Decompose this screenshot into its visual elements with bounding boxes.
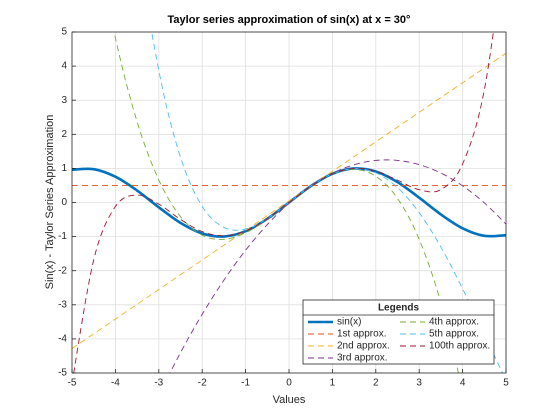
y-tick-label: 5 — [61, 27, 67, 38]
legend-label: 1st approx. — [337, 329, 386, 340]
y-axis-label: Sin(x) - Taylor Series Approximation — [44, 115, 56, 290]
y-tick-label: -5 — [58, 368, 67, 379]
legend-label: 100th approx. — [429, 341, 490, 352]
x-tick-label: 1 — [330, 378, 336, 389]
series-line — [73, 32, 494, 373]
legend-box — [302, 299, 495, 365]
y-tick-label: -3 — [58, 299, 67, 310]
y-tick-label: 2 — [61, 129, 67, 140]
x-tick-label: -3 — [154, 378, 163, 389]
x-tick-label: -5 — [68, 378, 77, 389]
series-line — [169, 159, 506, 373]
legend-label: sin(x) — [337, 317, 361, 328]
legend-title: Legends — [378, 303, 420, 314]
legend: Legends sin(x)1st approx.2nd approx.3rd a… — [302, 299, 495, 365]
x-tick-label: 4 — [460, 378, 466, 389]
ticks: -5 -4 -3 -2 -1 0 1 2 3 4 5 -5 -4 -3 -2 -1 0 1 2 3 4 5 — [58, 27, 509, 389]
x-tick-label: -4 — [111, 378, 120, 389]
x-tick-label: 3 — [416, 378, 422, 389]
y-tick-label: 4 — [61, 61, 67, 72]
x-tick-label: 5 — [503, 378, 509, 389]
legend-label: 3rd approx. — [337, 353, 388, 364]
x-tick-label: 0 — [286, 378, 292, 389]
y-tick-label: -2 — [58, 265, 67, 276]
series-line — [72, 52, 506, 349]
plot-lines — [72, 32, 506, 373]
y-tick-label: 0 — [61, 197, 67, 208]
y-tick-label: 1 — [61, 163, 67, 174]
y-tick-label: -4 — [58, 334, 67, 345]
x-tick-label: 2 — [373, 378, 379, 389]
y-tick-label: 3 — [61, 95, 67, 106]
legend-label: 2nd approx. — [337, 341, 390, 352]
y-tick-label: -1 — [58, 231, 67, 242]
chart-title: Taylor series approximation of sin(x) at… — [168, 14, 411, 26]
x-tick-label: -2 — [198, 378, 207, 389]
legend-label: 4th approx. — [429, 317, 479, 328]
legend-label: 5th approx. — [429, 329, 479, 340]
series-line — [151, 32, 504, 373]
x-tick-label: -1 — [241, 378, 250, 389]
x-axis-label: Values — [273, 394, 306, 406]
